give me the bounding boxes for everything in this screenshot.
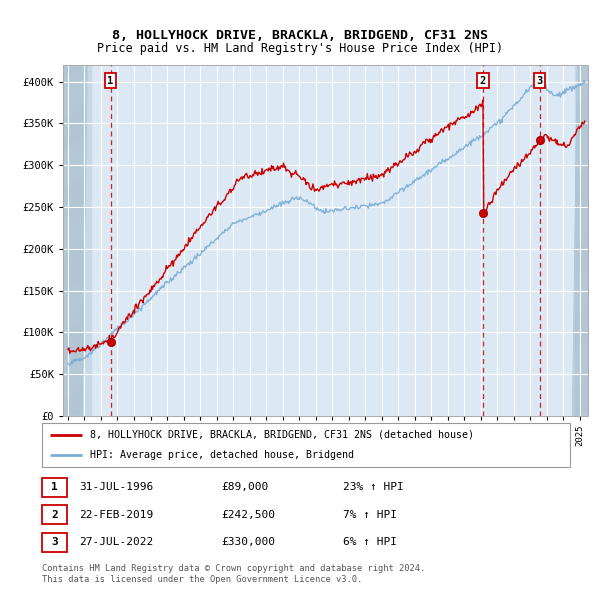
Text: £89,000: £89,000 xyxy=(221,483,269,493)
Text: 27-JUL-2022: 27-JUL-2022 xyxy=(79,537,153,547)
Text: This data is licensed under the Open Government Licence v3.0.: This data is licensed under the Open Gov… xyxy=(42,575,362,584)
Text: 23% ↑ HPI: 23% ↑ HPI xyxy=(343,483,404,493)
Text: 8, HOLLYHOCK DRIVE, BRACKLA, BRIDGEND, CF31 2NS (detached house): 8, HOLLYHOCK DRIVE, BRACKLA, BRIDGEND, C… xyxy=(89,430,473,440)
Text: 8, HOLLYHOCK DRIVE, BRACKLA, BRIDGEND, CF31 2NS: 8, HOLLYHOCK DRIVE, BRACKLA, BRIDGEND, C… xyxy=(112,29,488,42)
FancyBboxPatch shape xyxy=(42,506,67,524)
Text: 6% ↑ HPI: 6% ↑ HPI xyxy=(343,537,397,547)
Text: £330,000: £330,000 xyxy=(221,537,275,547)
FancyBboxPatch shape xyxy=(42,478,67,497)
Text: 2: 2 xyxy=(51,510,58,520)
Text: 3: 3 xyxy=(51,537,58,547)
FancyBboxPatch shape xyxy=(42,533,67,552)
Text: HPI: Average price, detached house, Bridgend: HPI: Average price, detached house, Brid… xyxy=(89,450,353,460)
Text: Contains HM Land Registry data © Crown copyright and database right 2024.: Contains HM Land Registry data © Crown c… xyxy=(42,563,425,572)
FancyBboxPatch shape xyxy=(42,423,570,467)
Text: 2: 2 xyxy=(480,76,486,86)
Text: Price paid vs. HM Land Registry's House Price Index (HPI): Price paid vs. HM Land Registry's House … xyxy=(97,42,503,55)
Text: 1: 1 xyxy=(51,483,58,493)
Bar xyxy=(575,65,588,416)
Bar xyxy=(63,65,91,416)
Text: 3: 3 xyxy=(536,76,543,86)
Text: 7% ↑ HPI: 7% ↑ HPI xyxy=(343,510,397,520)
Text: £242,500: £242,500 xyxy=(221,510,275,520)
Text: 31-JUL-1996: 31-JUL-1996 xyxy=(79,483,153,493)
Text: 22-FEB-2019: 22-FEB-2019 xyxy=(79,510,153,520)
Text: 1: 1 xyxy=(107,76,113,86)
